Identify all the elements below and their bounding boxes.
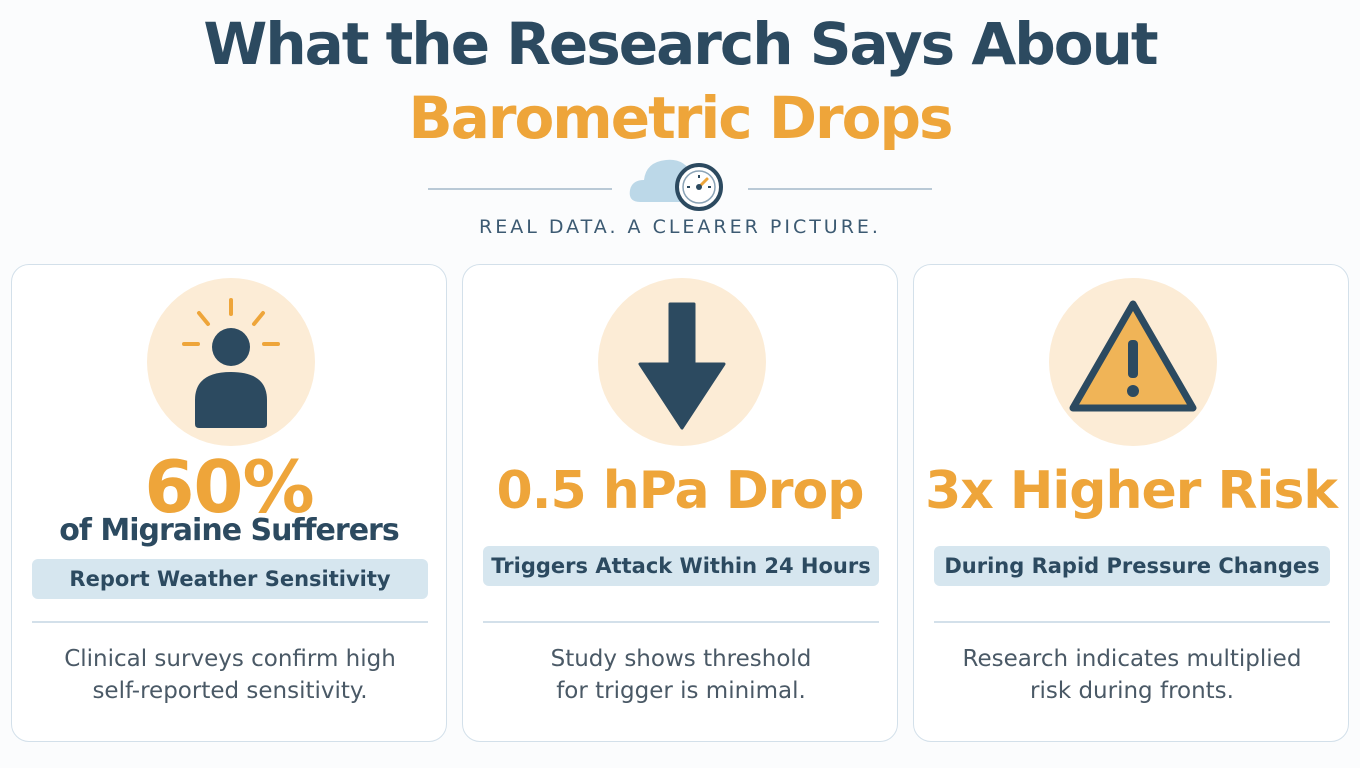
page-title-line-1: What the Research Says About bbox=[203, 10, 1158, 78]
header-divider-right bbox=[748, 188, 932, 190]
stat-subtitle: of Migraine Sufferers bbox=[59, 513, 399, 548]
icon-badge bbox=[1049, 278, 1217, 446]
stat-value: 0.5 hPa Drop bbox=[496, 461, 865, 521]
description-line-2: self-reported sensitivity. bbox=[92, 678, 368, 704]
stat-pill: Report Weather Sensitivity bbox=[32, 559, 428, 599]
icon-badge bbox=[598, 278, 766, 446]
description-line-1: Clinical surveys confirm high bbox=[64, 646, 396, 672]
card-divider bbox=[934, 621, 1330, 623]
description-line-2: risk during fronts. bbox=[1030, 678, 1234, 704]
cloud-barometer-icon bbox=[629, 159, 723, 211]
card-divider bbox=[483, 621, 879, 623]
stat-value: 60% bbox=[144, 445, 314, 529]
stat-card-risk: 3x Higher Risk During Rapid Pressure Cha… bbox=[913, 264, 1349, 742]
stat-card-sufferers: 60% of Migraine Sufferers Report Weather… bbox=[11, 264, 447, 742]
page-title-line-2: Barometric Drops bbox=[408, 84, 954, 152]
icon-badge bbox=[147, 278, 315, 446]
page-subtitle: REAL DATA. A CLEARER PICTURE. bbox=[479, 216, 881, 238]
card-description: Clinical surveys confirm high self-repor… bbox=[32, 643, 428, 707]
card-description: Research indicates multiplied risk durin… bbox=[934, 643, 1330, 707]
description-line-1: Research indicates multiplied bbox=[962, 646, 1302, 672]
description-line-1: Study shows threshold bbox=[550, 646, 812, 672]
card-description: Study shows threshold for trigger is min… bbox=[483, 643, 879, 707]
stat-card-pressure-drop: 0.5 hPa Drop Triggers Attack Within 24 H… bbox=[462, 264, 898, 742]
stat-pill: Triggers Attack Within 24 Hours bbox=[483, 546, 879, 586]
person-alert-icon bbox=[182, 298, 280, 428]
stat-pill: During Rapid Pressure Changes bbox=[934, 546, 1330, 586]
description-line-2: for trigger is minimal. bbox=[556, 678, 806, 704]
card-divider bbox=[32, 621, 428, 623]
stat-value: 3x Higher Risk bbox=[925, 461, 1338, 521]
header-divider-left bbox=[428, 188, 612, 190]
arrow-down-icon bbox=[638, 302, 726, 430]
warning-icon bbox=[1069, 300, 1197, 412]
